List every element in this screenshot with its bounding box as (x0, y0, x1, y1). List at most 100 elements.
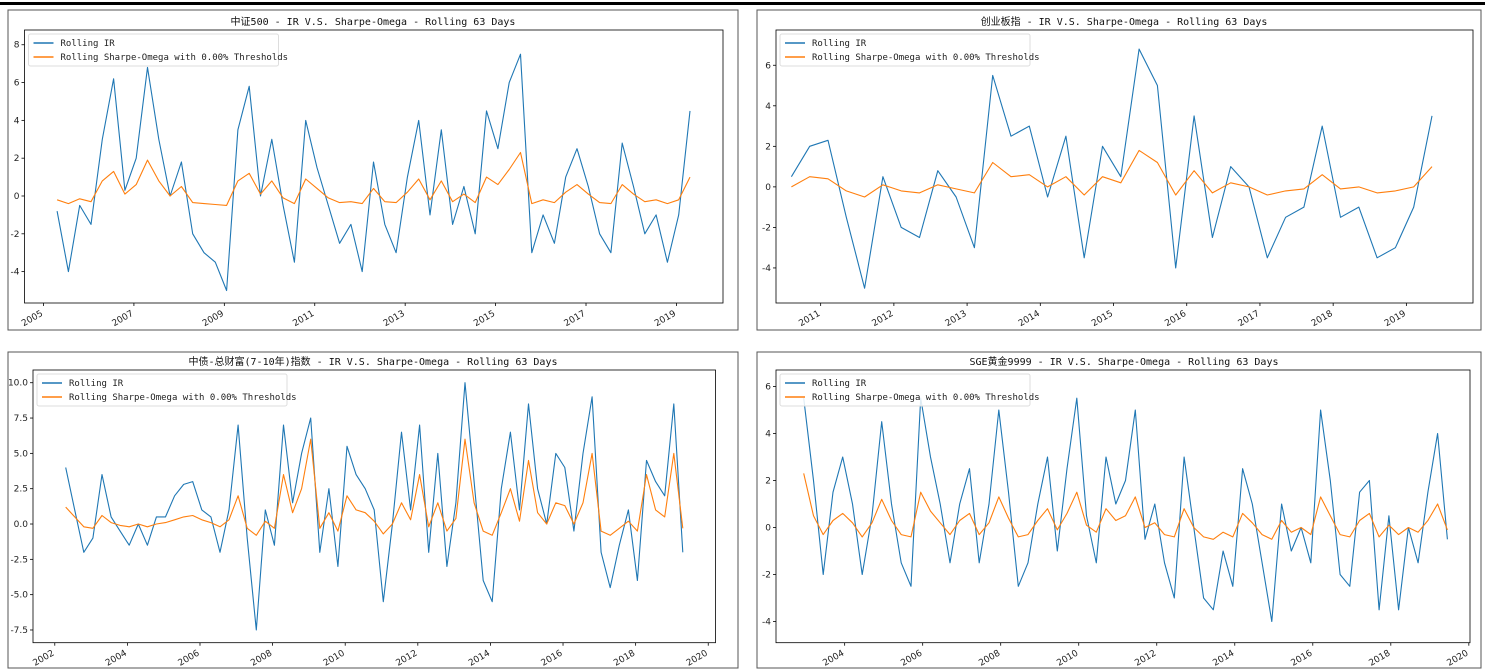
x-tick-label: 2013 (944, 309, 969, 329)
legend: Rolling IR Rolling Sharpe-Omega with 0.00… (779, 373, 1040, 407)
y-tick-label: 2 (765, 142, 771, 152)
rolling-ir-line (790, 48, 1433, 289)
legend: Rolling IR Rolling Sharpe-Omega with 0.00… (28, 33, 289, 67)
y-tick-label: 0.0 (14, 520, 29, 530)
rolling-sharpe-omega-line (65, 438, 684, 536)
top-rule (0, 2, 1485, 5)
x-tick-label: 2011 (797, 309, 822, 329)
x-tick-label: 2020 (1445, 649, 1470, 669)
chart-title: 创业板指 - IR V.S. Sharpe-Omega - Rolling 63… (981, 15, 1268, 28)
y-tick-label: -5.0 (10, 591, 28, 601)
legend-so-label: Rolling Sharpe-Omega with 0.00% Threshol… (61, 53, 289, 63)
y-tick-label: 6 (765, 61, 771, 71)
rolling-sharpe-omega-line (791, 149, 1433, 198)
x-tick-label: 2006 (899, 649, 924, 669)
y-tick-label: 4 (765, 429, 771, 439)
x-tick-label: 2009 (201, 309, 226, 329)
y-tick-label: 4 (765, 102, 771, 112)
y-tick-label: 8 (14, 41, 20, 51)
x-tick-label: 2018 (612, 649, 637, 669)
plot-area-frame (775, 29, 1474, 304)
x-tick-label: 2007 (111, 309, 136, 329)
legend-ir-label: Rolling IR (812, 379, 867, 389)
y-tick-label: 2.5 (14, 485, 28, 495)
y-tick-label: 6 (765, 382, 771, 392)
y-tick-label: 10.0 (8, 379, 28, 389)
y-tick-label: 7.5 (14, 414, 28, 424)
y-tick-label: 0 (765, 183, 771, 193)
plot-area-frame (24, 29, 724, 304)
x-tick-label: 2017 (563, 309, 588, 329)
y-tick-label: 6 (14, 79, 20, 89)
x-tick-label: 2006 (177, 649, 202, 669)
x-tick-label: 2012 (1133, 649, 1158, 669)
y-tick-label: -4 (11, 268, 20, 278)
x-tick-label: 2008 (977, 649, 1002, 669)
x-tick-label: 2020 (685, 649, 710, 669)
y-tick-label: -4 (762, 618, 771, 628)
y-tick-label: 5.0 (14, 449, 29, 459)
chart-panel-csi500: 中证500 - IR V.S. Sharpe-Omega - Rolling 6… (7, 9, 739, 331)
legend: Rolling IR Rolling Sharpe-Omega with 0.00… (36, 373, 297, 407)
y-tick-label: -2 (762, 223, 771, 233)
x-tick-label: 2017 (1237, 309, 1262, 329)
chart-panel-sge-gold: SGE黄金9999 - IR V.S. Sharpe-Omega - Rolli… (756, 351, 1482, 669)
x-tick-label: 2010 (1055, 649, 1080, 669)
x-tick-label: 2012 (394, 649, 419, 669)
panel-frame (756, 9, 1482, 331)
rolling-sharpe-omega-line (803, 473, 1448, 540)
x-tick-label: 2018 (1367, 649, 1392, 669)
x-tick-label: 2013 (382, 309, 407, 329)
x-tick-label: 2002 (31, 649, 56, 669)
legend-box (28, 33, 279, 67)
y-tick-label: 2 (14, 154, 20, 164)
plot-area-frame (32, 369, 716, 644)
y-tick-label: -4 (762, 264, 771, 274)
x-tick-label: 2015 (1090, 309, 1115, 329)
x-tick-label: 2014 (1211, 649, 1236, 669)
x-tick-label: 2004 (821, 649, 846, 669)
chart-title: 中证500 - IR V.S. Sharpe-Omega - Rolling 6… (231, 15, 516, 28)
x-tick-label: 2014 (1017, 309, 1042, 329)
x-tick-label: 2014 (467, 649, 492, 669)
legend-ir-label: Rolling IR (69, 379, 124, 389)
legend-so-label: Rolling Sharpe-Omega with 0.00% Threshol… (69, 393, 297, 403)
x-tick-label: 2019 (653, 309, 678, 329)
rolling-ir-line (803, 397, 1448, 623)
panel-frame (7, 351, 739, 669)
x-tick-label: 2010 (322, 649, 347, 669)
rolling-ir-line (65, 382, 684, 631)
plot-area-frame (775, 369, 1471, 644)
legend-box (779, 373, 1031, 407)
legend-box (36, 373, 288, 407)
legend-so-label: Rolling Sharpe-Omega with 0.00% Threshol… (812, 53, 1040, 63)
panel-frame (756, 351, 1482, 669)
legend-ir-label: Rolling IR (812, 39, 867, 49)
y-tick-label: 0 (765, 524, 771, 534)
panel-frame (7, 9, 739, 331)
x-tick-label: 2004 (104, 649, 129, 669)
legend-ir-label: Rolling IR (61, 39, 116, 49)
y-tick-label: -2 (762, 571, 771, 581)
legend-box (779, 33, 1031, 67)
legend-so-label: Rolling Sharpe-Omega with 0.00% Threshol… (812, 393, 1040, 403)
chart-title: SGE黄金9999 - IR V.S. Sharpe-Omega - Rolli… (970, 355, 1279, 368)
x-tick-label: 2008 (249, 649, 274, 669)
chart-panel-bond-index: 中债-总财富(7-10年)指数 - IR V.S. Sharpe-Omega -… (7, 351, 739, 669)
legend: Rolling IR Rolling Sharpe-Omega with 0.00… (779, 33, 1040, 67)
y-tick-label: -7.5 (10, 626, 28, 636)
rolling-sharpe-omega-line (56, 151, 691, 206)
x-tick-label: 2015 (472, 309, 497, 329)
y-tick-label: 2 (765, 476, 771, 486)
x-tick-label: 2016 (1163, 309, 1188, 329)
x-tick-label: 2016 (540, 649, 565, 669)
x-tick-label: 2016 (1289, 649, 1314, 669)
y-tick-label: 0 (14, 192, 20, 202)
x-tick-label: 2011 (291, 309, 316, 329)
chart-panel-chinext: 创业板指 - IR V.S. Sharpe-Omega - Rolling 63… (756, 9, 1482, 331)
x-tick-label: 2012 (871, 309, 896, 329)
y-tick-label: -2.5 (10, 555, 28, 565)
x-tick-label: 2019 (1383, 309, 1408, 329)
chart-title: 中债-总财富(7-10年)指数 - IR V.S. Sharpe-Omega -… (189, 355, 558, 368)
